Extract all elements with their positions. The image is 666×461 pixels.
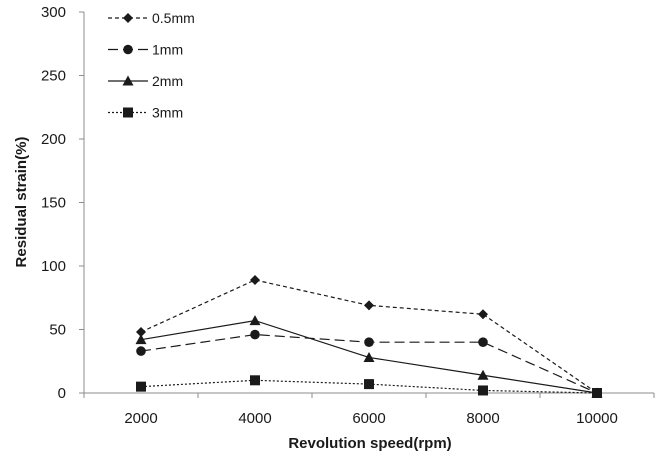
legend-label: 0.5mm bbox=[152, 10, 195, 26]
legend-label: 2mm bbox=[152, 73, 183, 89]
data-point bbox=[478, 337, 488, 348]
legend-label: 3mm bbox=[152, 105, 183, 121]
y-axis-title: Residual strain(%) bbox=[13, 137, 30, 268]
legend-item: 1mm bbox=[108, 42, 183, 58]
series-line bbox=[140, 279, 598, 394]
x-tick-label: 8000 bbox=[466, 410, 499, 427]
data-point bbox=[136, 327, 146, 338]
data-point bbox=[250, 375, 260, 386]
y-tick-label: 150 bbox=[41, 195, 66, 212]
y-tick-label: 0 bbox=[58, 385, 66, 402]
series-layer bbox=[135, 274, 603, 398]
legend-label: 1mm bbox=[152, 42, 183, 58]
legend-marker bbox=[123, 13, 133, 23]
data-point bbox=[364, 337, 374, 348]
legend: 0.5mm 1mm 2mm 3mm bbox=[108, 10, 195, 121]
data-point bbox=[249, 315, 261, 326]
legend-item: 3mm bbox=[108, 105, 183, 121]
y-tick-label: 300 bbox=[41, 4, 66, 21]
data-point bbox=[592, 388, 602, 398]
x-tick-label: 4000 bbox=[238, 410, 271, 427]
legend-item: 0.5mm bbox=[108, 10, 195, 26]
data-point bbox=[363, 351, 375, 362]
y-tick-label: 100 bbox=[41, 258, 66, 275]
data-point bbox=[478, 309, 488, 320]
y-tick-label: 250 bbox=[41, 68, 66, 85]
x-tick-label: 10000 bbox=[576, 410, 618, 427]
data-point bbox=[250, 329, 260, 340]
x-tick-labels: 2000 4000 6000 8000 10000 bbox=[124, 410, 618, 427]
y-tick-label: 200 bbox=[41, 131, 66, 148]
x-axis-title: Revolution speed(rpm) bbox=[288, 435, 451, 452]
y-tick-label: 50 bbox=[49, 322, 66, 339]
data-point bbox=[250, 274, 260, 285]
data-point bbox=[364, 300, 374, 311]
legend-marker bbox=[123, 44, 133, 55]
series-3mm bbox=[136, 375, 602, 398]
legend-item: 2mm bbox=[108, 73, 183, 89]
data-point bbox=[136, 346, 146, 356]
data-point bbox=[477, 369, 489, 380]
y-tick-labels: 0 50 100 150 200 250 300 bbox=[41, 4, 66, 402]
axes bbox=[79, 11, 655, 398]
data-point bbox=[478, 385, 488, 396]
x-tick-label: 6000 bbox=[352, 410, 385, 427]
legend-marker bbox=[123, 107, 133, 118]
x-tick-label: 2000 bbox=[124, 410, 157, 427]
legend-marker bbox=[122, 75, 134, 86]
data-point bbox=[136, 381, 146, 392]
data-point bbox=[135, 334, 147, 345]
data-point bbox=[364, 379, 374, 390]
